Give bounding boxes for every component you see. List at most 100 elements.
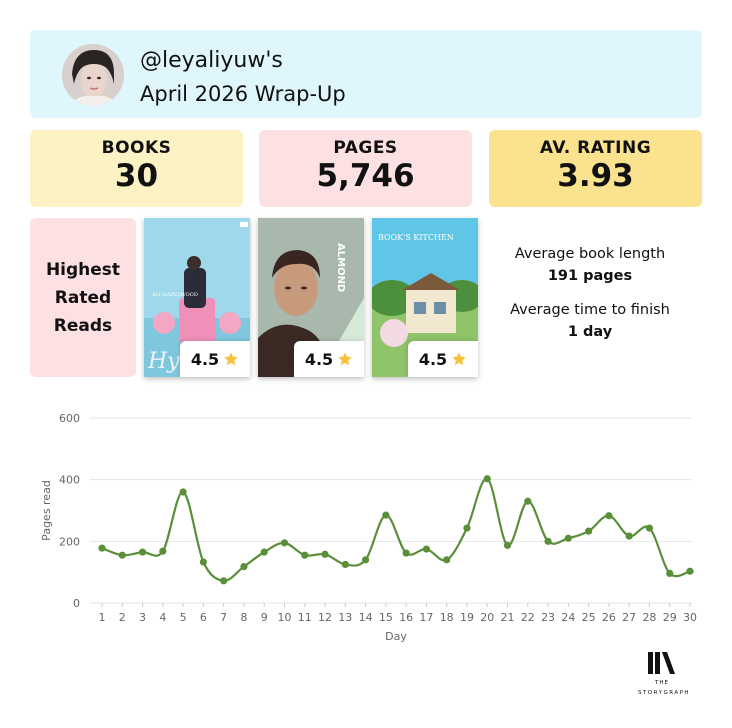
data-point (686, 567, 694, 575)
book-1-rating-value: 4.5 (190, 349, 220, 369)
storygraph-logo-icon: THE STORYGRAPH (638, 652, 690, 696)
x-tick-label: 21 (501, 611, 515, 624)
data-point (402, 549, 410, 557)
stat-pages-label: PAGES (333, 138, 398, 158)
x-tick-label: 10 (277, 611, 291, 624)
star-icon (452, 352, 466, 366)
data-point (341, 560, 349, 569)
stat-books-value: 30 (114, 158, 159, 194)
data-point (443, 556, 451, 564)
stat-rating-label: AV. RATING (539, 138, 652, 158)
x-tick-label: 6 (200, 611, 207, 624)
x-tick-label: 23 (541, 611, 555, 624)
book-cover-3[interactable]: BOOK'S KITCHEN 4.5 (372, 218, 478, 377)
x-tick-label: 4 (159, 611, 166, 624)
y-tick-label: 400 (59, 474, 80, 487)
book-3-rating-value: 4.5 (418, 349, 448, 369)
data-point (361, 556, 370, 564)
x-tick-label: 28 (642, 611, 656, 624)
data-point (260, 548, 268, 556)
chart-x-ticks: 1 2 3 4 5 6 7 8 9 10 11 12 13 14 15 16 17 18 19 20 21 22 23 24 2… (99, 603, 697, 624)
x-tick-label: 18 (440, 611, 454, 624)
data-point (544, 537, 552, 545)
cover-2-title: ALMOND (335, 243, 346, 292)
data-point (240, 563, 248, 571)
data-point (605, 512, 613, 520)
chart-y-ticks: 0 200 400 600 (59, 412, 80, 610)
y-tick-label: 0 (73, 597, 80, 610)
data-point (118, 551, 126, 559)
data-point (301, 551, 309, 559)
data-point (220, 577, 228, 585)
book-cover-1[interactable]: ALI HAZELWOOD Hy 4.5 (144, 218, 250, 377)
data-point (524, 497, 532, 505)
x-tick-label: 1 (99, 611, 106, 624)
x-tick-label: 24 (561, 611, 575, 624)
avg-length-value: 191 pages (547, 268, 633, 284)
data-point (138, 548, 147, 556)
star-icon (338, 352, 352, 366)
data-point (585, 527, 593, 535)
wrapup-header: @leyaliyuw's April 2026 Wrap-Up (30, 30, 702, 118)
data-point (199, 558, 207, 566)
x-tick-label: 7 (220, 611, 227, 624)
data-point (179, 488, 187, 496)
x-tick-label: 15 (379, 611, 393, 624)
data-point (483, 475, 491, 483)
x-axis-label: Day (385, 630, 407, 643)
x-tick-label: 12 (318, 611, 332, 624)
chart-grid (90, 417, 692, 604)
x-tick-label: 27 (622, 611, 636, 624)
data-point (159, 547, 167, 555)
data-point (463, 524, 471, 532)
stat-books: BOOKS 30 (30, 130, 243, 207)
data-point (503, 541, 512, 549)
x-tick-label: 30 (683, 611, 697, 624)
book-1-rating: 4.5 (180, 341, 250, 377)
book-2-rating-value: 4.5 (304, 349, 334, 369)
x-tick-label: 3 (139, 611, 146, 624)
book-3-rating: 4.5 (408, 341, 478, 377)
svg-text:Hy: Hy (147, 349, 180, 374)
data-point (645, 524, 654, 532)
series-line-pages-read (101, 477, 691, 582)
data-point (321, 550, 329, 558)
user-handle: @leyaliyuw's (140, 48, 283, 73)
cover-1-author: ALI HAZELWOOD (151, 292, 198, 298)
x-tick-label: 2 (119, 611, 126, 624)
book-cover-1-art-icon: ALI HAZELWOOD Hy (144, 218, 250, 377)
x-tick-label: 11 (298, 611, 312, 624)
logo-line1: THE (654, 680, 669, 686)
cover-3-title: BOOK'S KITCHEN (378, 233, 454, 242)
stat-rating-value: 3.93 (557, 158, 634, 194)
stat-pages: PAGES 5,746 (259, 130, 472, 207)
data-point (98, 544, 106, 552)
data-point (625, 532, 633, 540)
book-2-rating: 4.5 (294, 341, 364, 377)
storygraph-logo: THE STORYGRAPH (626, 652, 706, 702)
stat-books-label: BOOKS (101, 138, 172, 158)
book-cover-2[interactable]: ALMOND 4.5 (258, 218, 364, 377)
x-tick-label: 17 (419, 611, 433, 624)
x-tick-label: 25 (582, 611, 596, 624)
user-avatar-photo-icon (62, 44, 124, 106)
data-point (666, 569, 674, 577)
stat-pages-value: 5,746 (316, 158, 415, 194)
data-point (422, 545, 431, 553)
avg-finish-label: Average time to finish (510, 302, 670, 318)
x-tick-label: 22 (521, 611, 535, 624)
data-point (382, 511, 390, 519)
wrapup-subtitle: April 2026 Wrap-Up (140, 82, 346, 106)
x-tick-label: 5 (180, 611, 187, 624)
highest-rated-label-box: Highest Rated Reads (30, 218, 136, 377)
avg-length-label: Average book length (514, 246, 666, 262)
x-tick-label: 8 (240, 611, 247, 624)
logo-line2: STORYGRAPH (638, 690, 690, 696)
data-point (564, 534, 572, 542)
x-tick-label: 20 (480, 611, 494, 624)
chart-points (98, 475, 694, 585)
highest-rated-label: Highest Rated Reads (45, 259, 121, 336)
reading-facts: Average book length 191 pages Average ti… (490, 246, 690, 358)
y-tick-label: 200 (59, 535, 80, 548)
star-icon (224, 352, 238, 366)
